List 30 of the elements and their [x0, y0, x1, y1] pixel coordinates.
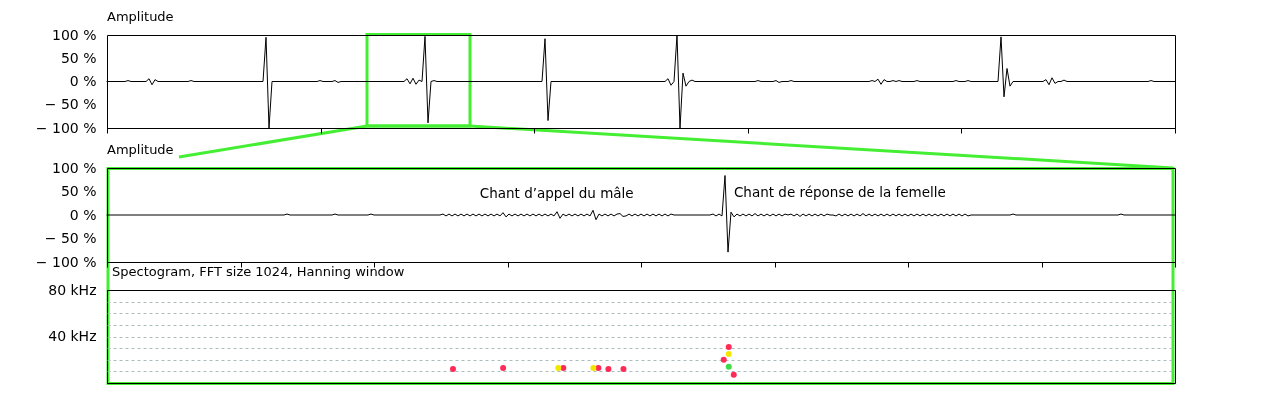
y-tick-label: 40 kHz — [48, 328, 97, 344]
point — [620, 366, 627, 373]
point — [605, 366, 612, 373]
point — [725, 350, 732, 357]
point — [590, 364, 597, 371]
annotation: Chant de réponse de la femelle — [733, 184, 946, 200]
y-tick-label: 50 % — [60, 183, 97, 199]
point — [500, 364, 507, 371]
y-tick-label: 0 % — [69, 73, 97, 89]
y-tick-label: 100 % — [52, 159, 97, 176]
y-tick-label: 0 % — [69, 206, 97, 223]
annotation: Chant d’appel du mâle — [479, 185, 634, 201]
y-tick-label: 100 % — [52, 26, 97, 43]
point — [560, 364, 567, 371]
point — [449, 366, 456, 373]
point — [725, 363, 732, 370]
chart-title: Spectogram, FFT size 1024, Hanning window — [112, 264, 405, 279]
y-tick-label: − 50 % — [44, 96, 97, 113]
y-tick-label: − 50 % — [44, 230, 97, 246]
chart-title: Amplitude — [107, 142, 174, 157]
point — [720, 356, 727, 363]
y-tick-label: 50 % — [60, 49, 97, 66]
point — [725, 343, 732, 350]
point — [730, 371, 737, 378]
y-tick-label: 80 kHz — [48, 281, 97, 298]
point — [555, 364, 562, 371]
y-tick-label: − 100 % — [35, 119, 97, 136]
y-tick-label: − 100 % — [35, 253, 97, 270]
point — [595, 364, 602, 371]
chart-title: Amplitude — [107, 9, 174, 24]
